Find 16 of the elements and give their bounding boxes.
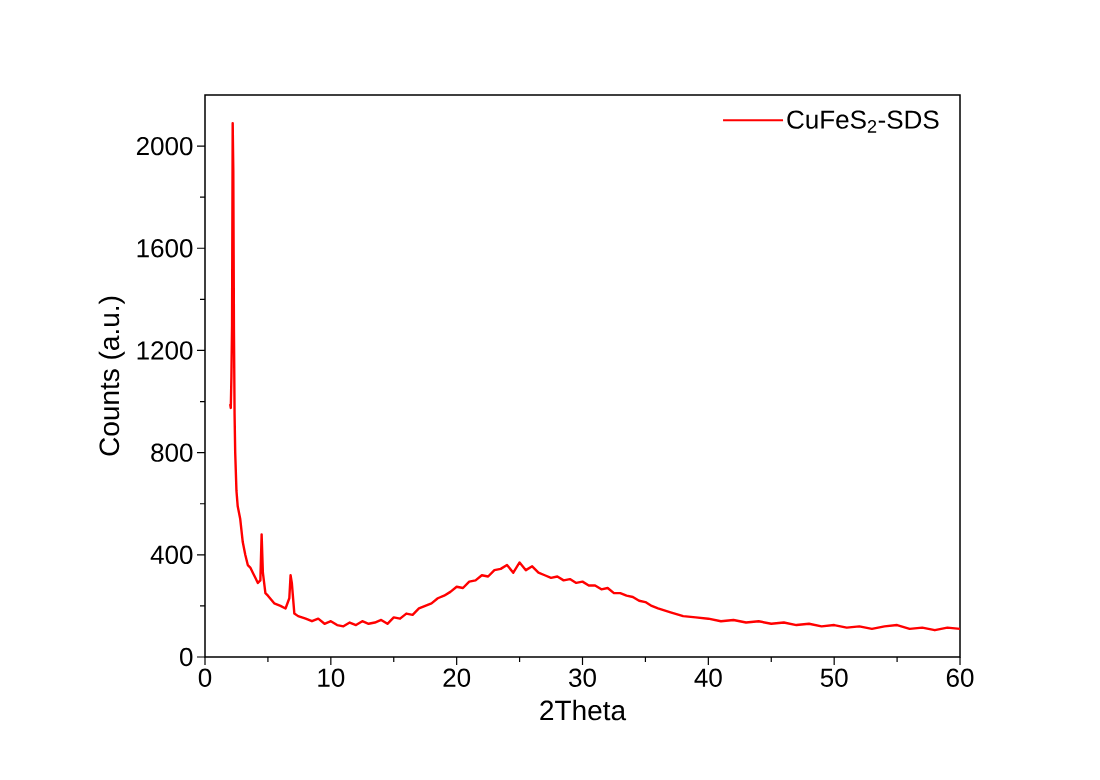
y-tick-label: 2000 <box>136 136 193 156</box>
x-tick-label: 10 <box>318 668 345 687</box>
y-tick-label: 800 <box>151 443 193 462</box>
x-tick-label: 40 <box>694 668 722 687</box>
x-tick-label: 60 <box>946 668 974 687</box>
x-axis-title: 2Theta <box>540 699 627 721</box>
x-tick-label: 30 <box>569 668 596 687</box>
x-tick-label: 0 <box>198 668 212 687</box>
y-tick-label: 0 <box>180 647 193 667</box>
y-axis-title: Counts (a.u.) <box>98 296 125 456</box>
x-tick-label: 20 <box>443 668 471 687</box>
y-tick-label: 1200 <box>137 341 193 360</box>
legend-label: CuFeS$_{2}$-SDS <box>787 110 939 133</box>
y-tick-label: 400 <box>150 545 193 565</box>
y-tick-label: 1600 <box>137 239 193 258</box>
x-tick-label: 50 <box>820 668 848 687</box>
